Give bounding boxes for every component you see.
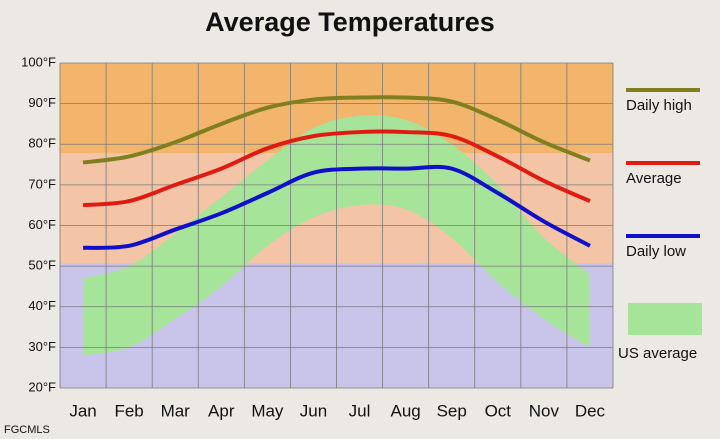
- y-tick-label: 20°F: [28, 379, 56, 394]
- y-tick-label: 50°F: [28, 258, 56, 273]
- chart-title: Average Temperatures: [205, 7, 495, 37]
- x-tick-label: Apr: [208, 401, 235, 420]
- series-line: [82, 164, 591, 250]
- x-tick-label: Mar: [161, 401, 191, 420]
- legend-label: Average: [626, 170, 682, 187]
- y-tick-label: 40°F: [28, 298, 56, 313]
- x-tick-label: Jul: [349, 401, 371, 420]
- x-tick-label: Dec: [575, 401, 606, 420]
- x-tick-label: Nov: [529, 401, 560, 420]
- y-tick-label: 90°F: [28, 95, 56, 110]
- series-line: [82, 129, 591, 208]
- legend-label: Daily high: [626, 97, 692, 114]
- x-tick-label: Oct: [485, 401, 512, 420]
- legend-swatch: [628, 303, 702, 335]
- y-tick-label: 70°F: [28, 176, 56, 191]
- x-tick-label: May: [251, 401, 284, 420]
- x-tick-label: Jun: [300, 401, 327, 420]
- y-tick-label: 80°F: [28, 136, 56, 151]
- legend-label: US average: [618, 345, 697, 362]
- legend-label: Daily low: [626, 243, 686, 260]
- y-tick-label: 100°F: [21, 54, 56, 69]
- x-tick-label: Jan: [69, 401, 96, 420]
- x-tick-label: Sep: [437, 401, 467, 420]
- x-tick-label: Aug: [391, 401, 421, 420]
- series-line: [82, 95, 591, 165]
- y-tick-label: 30°F: [28, 339, 56, 354]
- credit: FGCMLS: [4, 424, 50, 436]
- x-tick-label: Feb: [114, 401, 143, 420]
- y-tick-label: 60°F: [28, 217, 56, 232]
